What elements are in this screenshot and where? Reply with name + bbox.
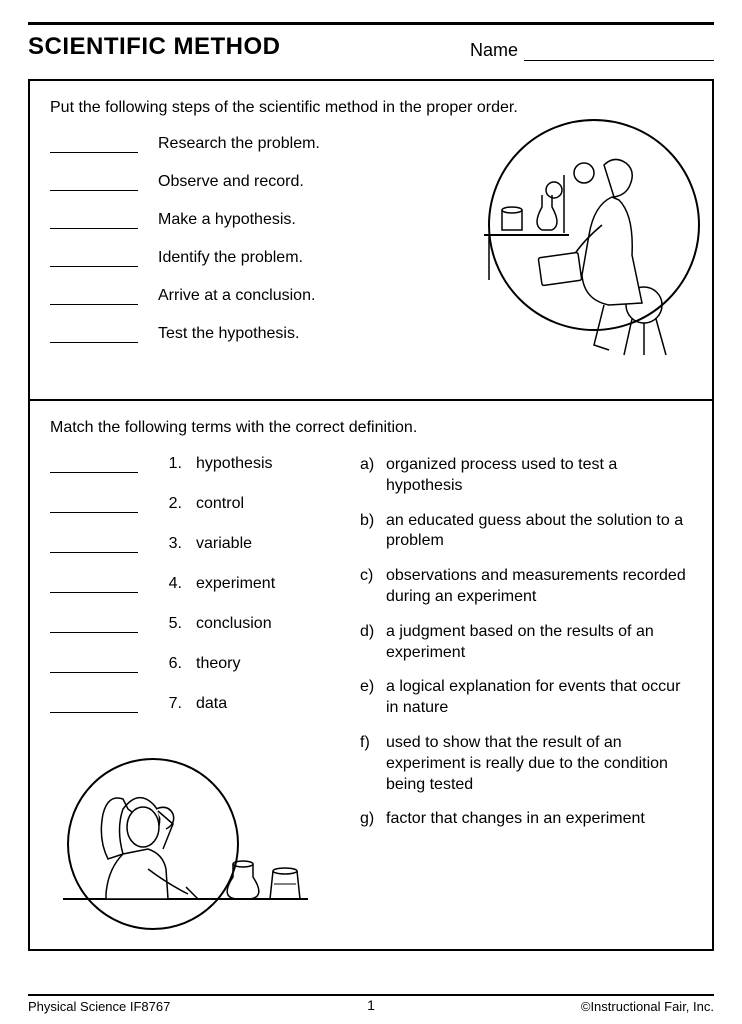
section-ordering: Put the following steps of the scientifi… xyxy=(30,81,712,401)
definition-item: c) observations and measurements recorde… xyxy=(360,566,692,608)
worksheet-box: Put the following steps of the scientifi… xyxy=(28,79,714,951)
term-label: variable xyxy=(196,535,252,553)
section-matching: Match the following terms with the corre… xyxy=(30,401,712,949)
answer-blank[interactable] xyxy=(50,137,138,153)
def-text: a judgment based on the results of an ex… xyxy=(386,622,692,664)
answer-blank[interactable] xyxy=(50,327,138,343)
term-number: 2. xyxy=(158,495,182,513)
name-label: Name xyxy=(470,40,518,61)
def-text: used to show that the result of an exper… xyxy=(386,733,692,795)
answer-blank[interactable] xyxy=(50,457,138,473)
section2-instruction: Match the following terms with the corre… xyxy=(50,419,692,437)
page-number: 1 xyxy=(361,997,381,1013)
page-title: SCIENTIFIC METHOD xyxy=(28,33,281,61)
top-rule xyxy=(28,22,714,25)
def-letter: d) xyxy=(360,622,386,664)
answer-blank[interactable] xyxy=(50,289,138,305)
answer-blank[interactable] xyxy=(50,497,138,513)
header: SCIENTIFIC METHOD Name xyxy=(28,33,714,61)
term-number: 6. xyxy=(158,655,182,673)
definition-item: g) factor that changes in an experiment xyxy=(360,809,692,830)
step-text: Test the hypothesis. xyxy=(158,325,299,343)
definition-item: a) organized process used to test a hypo… xyxy=(360,455,692,497)
term-item: 2. control xyxy=(50,495,340,513)
term-label: data xyxy=(196,695,227,713)
definition-item: e) a logical explanation for events that… xyxy=(360,677,692,719)
def-text: factor that changes in an experiment xyxy=(386,809,645,830)
term-number: 5. xyxy=(158,615,182,633)
term-number: 1. xyxy=(158,455,182,473)
student-illustration xyxy=(48,749,318,939)
footer-right: ©Instructional Fair, Inc. xyxy=(581,999,714,1014)
definition-item: f) used to show that the result of an ex… xyxy=(360,733,692,795)
def-letter: f) xyxy=(360,733,386,795)
def-text: observations and measurements recorded d… xyxy=(386,566,692,608)
answer-blank[interactable] xyxy=(50,617,138,633)
term-number: 3. xyxy=(158,535,182,553)
term-label: theory xyxy=(196,655,240,673)
answer-blank[interactable] xyxy=(50,657,138,673)
step-text: Observe and record. xyxy=(158,173,304,191)
answer-blank[interactable] xyxy=(50,697,138,713)
def-letter: b) xyxy=(360,511,386,553)
answer-blank[interactable] xyxy=(50,251,138,267)
name-blank[interactable] xyxy=(524,43,714,61)
definitions-column: a) organized process used to test a hypo… xyxy=(360,455,692,844)
answer-blank[interactable] xyxy=(50,537,138,553)
def-letter: a) xyxy=(360,455,386,497)
term-item: 3. variable xyxy=(50,535,340,553)
def-text: organized process used to test a hypothe… xyxy=(386,455,692,497)
term-label: control xyxy=(196,495,244,513)
term-item: 1. hypothesis xyxy=(50,455,340,473)
term-label: hypothesis xyxy=(196,455,273,473)
answer-blank[interactable] xyxy=(50,175,138,191)
term-label: experiment xyxy=(196,575,275,593)
answer-blank[interactable] xyxy=(50,577,138,593)
scientist-illustration xyxy=(454,105,704,365)
def-letter: e) xyxy=(360,677,386,719)
term-label: conclusion xyxy=(196,615,272,633)
definition-item: d) a judgment based on the results of an… xyxy=(360,622,692,664)
step-text: Identify the problem. xyxy=(158,249,303,267)
term-item: 7. data xyxy=(50,695,340,713)
step-text: Make a hypothesis. xyxy=(158,211,296,229)
definition-item: b) an educated guess about the solution … xyxy=(360,511,692,553)
def-text: an educated guess about the solution to … xyxy=(386,511,692,553)
def-text: a logical explanation for events that oc… xyxy=(386,677,692,719)
term-item: 4. experiment xyxy=(50,575,340,593)
term-item: 6. theory xyxy=(50,655,340,673)
term-number: 4. xyxy=(158,575,182,593)
def-letter: c) xyxy=(360,566,386,608)
footer-left: Physical Science IF8767 xyxy=(28,999,170,1014)
step-text: Arrive at a conclusion. xyxy=(158,287,315,305)
term-item: 5. conclusion xyxy=(50,615,340,633)
term-number: 7. xyxy=(158,695,182,713)
step-text: Research the problem. xyxy=(158,135,320,153)
def-letter: g) xyxy=(360,809,386,830)
answer-blank[interactable] xyxy=(50,213,138,229)
name-field: Name xyxy=(470,40,714,61)
